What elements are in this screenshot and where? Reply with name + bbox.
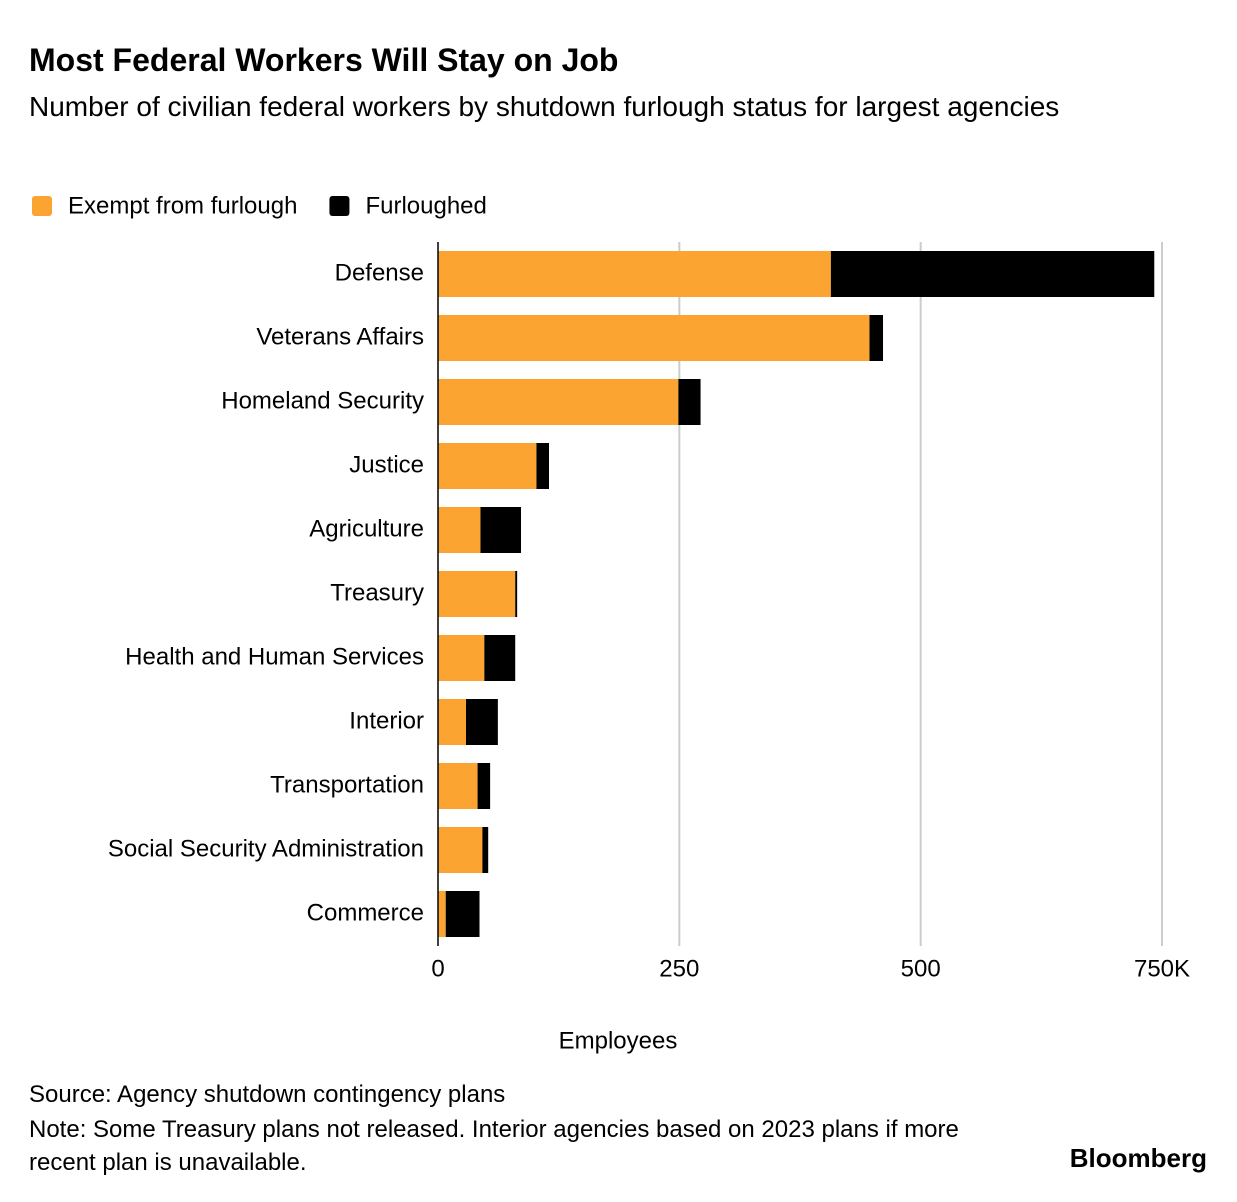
bar-segment: [438, 763, 478, 809]
source: Source: Agency shutdown contingency plan…: [29, 1081, 506, 1108]
bar-segment: [438, 443, 537, 489]
note: Note: Some Treasury plans not released. …: [29, 1116, 959, 1176]
chart-title: Most Federal Workers Will Stay on Job: [29, 42, 619, 78]
bar-segment: [438, 827, 483, 873]
y-tick-label: Social Security Administration: [108, 835, 424, 862]
bar-segment: [869, 315, 884, 361]
brand: Bloomberg: [1069, 1143, 1207, 1173]
bar-segment: [438, 891, 446, 937]
y-tick-label: Defense: [335, 259, 424, 286]
bar-segment: [438, 635, 485, 681]
bar-segment: [465, 699, 498, 745]
x-axis-label: Employees: [559, 1027, 678, 1054]
bar-segment: [482, 827, 489, 873]
bar-segment: [477, 763, 491, 809]
x-tick-label: 0: [431, 955, 444, 982]
bar-segment: [438, 699, 466, 745]
x-tick-label: 750K: [1134, 955, 1190, 982]
bar-segment: [445, 891, 480, 937]
bar-segment: [438, 507, 481, 553]
y-tick-label: Veterans Affairs: [256, 323, 424, 350]
y-tick-label: Commerce: [307, 899, 424, 926]
bar-segment: [678, 379, 701, 425]
chart-subtitle: Number of civilian federal workers by sh…: [29, 91, 1060, 122]
bar-segment: [830, 251, 1155, 297]
bar-segment: [480, 507, 522, 553]
legend-label: Exempt from furlough: [68, 192, 297, 219]
y-tick-label: Justice: [349, 451, 424, 478]
y-tick-label: Treasury: [330, 579, 424, 606]
y-tick-label: Interior: [349, 707, 424, 734]
y-tick-label: Agriculture: [309, 515, 424, 542]
bar-segment: [438, 251, 831, 297]
y-tick-label: Health and Human Services: [125, 643, 424, 670]
bar-segment: [438, 379, 679, 425]
y-tick-label: Homeland Security: [221, 387, 424, 414]
legend-swatch: [32, 196, 52, 216]
bar-segment: [438, 571, 516, 617]
y-tick-label: Transportation: [270, 771, 424, 798]
x-tick-label: 500: [901, 955, 941, 982]
bar-segment: [484, 635, 516, 681]
bar-segment: [536, 443, 550, 489]
bar-segment: [438, 315, 870, 361]
bar-segment: [515, 571, 518, 617]
legend-label: Furloughed: [365, 192, 486, 219]
legend-swatch: [329, 196, 350, 216]
x-tick-label: 250: [659, 955, 699, 982]
